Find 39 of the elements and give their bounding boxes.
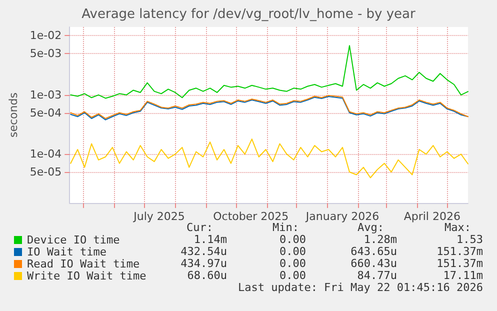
text: Last update: Fri May 22 01:45:16 2026 — [238, 281, 484, 294]
text: 1.14m — [194, 233, 228, 246]
y-tick-label: 1e-02 — [30, 29, 62, 42]
legend-label: Read IO Wait time — [27, 258, 140, 270]
text: 0.00 — [280, 257, 306, 270]
y-tick-label: 1e-03 — [30, 88, 62, 102]
y-axis-title: seconds — [7, 92, 20, 138]
legend-label: Device IO time — [27, 234, 120, 246]
text: 68.60u — [187, 269, 228, 282]
text: 0.00 — [280, 233, 306, 246]
text: 17.11m — [443, 269, 484, 282]
line-series — [70, 138, 468, 178]
x-tick-label: October 2025 — [213, 210, 289, 223]
chart-title: Average latency for /dev/vg_root/lv_home - by year — [82, 7, 416, 22]
text: 1.28m — [364, 233, 398, 246]
x-tick-label: July 2025 — [132, 210, 185, 223]
legend-label: IO Wait time — [27, 246, 106, 258]
text: 151.37m — [436, 245, 484, 258]
legend-label: Write IO Wait time — [27, 270, 146, 282]
text: 432.54u — [180, 245, 227, 258]
x-tick-label: January 2026 — [304, 210, 380, 223]
text: Min: — [272, 221, 300, 234]
y-tick-label: 5e-05 — [30, 166, 62, 179]
y-tick-label: 5e-03 — [30, 47, 62, 60]
x-tick-label: April 2026 — [404, 210, 460, 223]
text: 1.53 — [456, 233, 484, 246]
text: 0.00 — [280, 269, 306, 282]
line-series — [70, 45, 468, 99]
text: 84.77u — [357, 269, 398, 282]
text: 151.37m — [436, 257, 484, 270]
text: 643.65u — [350, 245, 397, 258]
text: 434.97u — [180, 257, 227, 270]
y-tick-label: 5e-04 — [30, 106, 62, 120]
text: Avg: — [358, 221, 384, 234]
text: Cur: — [186, 221, 214, 234]
text: 660.43u — [350, 257, 397, 270]
text: 0.00 — [280, 245, 306, 258]
text: Max: — [444, 221, 472, 234]
y-tick-label: 1e-04 — [30, 148, 62, 161]
